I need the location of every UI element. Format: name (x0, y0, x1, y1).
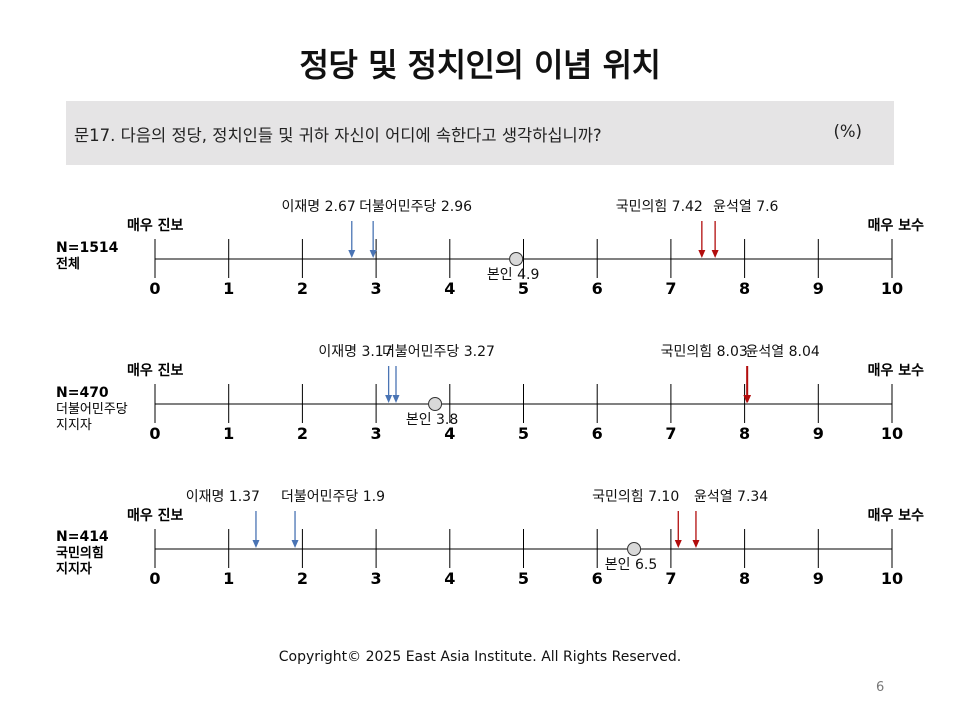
data-label: 더불어민주당 2.96 (359, 199, 472, 215)
copyright-footer: Copyright© 2025 East Asia Institute. All… (278, 649, 682, 665)
arrow-head (674, 540, 682, 548)
tick-label: 5 (518, 279, 529, 298)
left-end-label: 매우 진보 (127, 217, 184, 234)
data-label: 이재명 1.37 (186, 489, 260, 505)
tick-label: 9 (813, 279, 824, 298)
data-label: 이재명 3.17 (318, 344, 392, 360)
arrow-head (744, 395, 752, 403)
arrow-head (385, 395, 393, 403)
tick-label: 7 (665, 424, 676, 443)
tick-label: 9 (813, 424, 824, 443)
tick-label: 10 (881, 424, 903, 443)
arrow-head (369, 250, 377, 258)
tick-label: 10 (881, 569, 903, 588)
data-label: 본인 3.8 (406, 412, 458, 428)
group-label: 지지자 (56, 562, 92, 577)
left-end-label: 매우 진보 (127, 507, 184, 524)
self-marker (509, 252, 524, 266)
question-text: 문17. 다음의 정당, 정치인들 및 귀하 자신이 어디에 속한다고 생각하십… (74, 126, 602, 145)
data-label: 본인 6.5 (605, 557, 657, 573)
right-end-label: 매우 보수 (868, 508, 925, 524)
self-marker (428, 397, 443, 411)
arrow-head (348, 250, 356, 258)
arrow-head (698, 250, 706, 258)
page-number: 6 (876, 680, 885, 695)
group-label: N=470 (56, 385, 109, 401)
tick-label: 1 (223, 424, 234, 443)
tick-label: 8 (739, 424, 750, 443)
tick-label: 0 (149, 279, 160, 298)
right-end-label: 매우 보수 (868, 363, 925, 379)
arrow-head (291, 540, 299, 548)
group-label: N=414 (56, 529, 109, 545)
tick-label: 5 (518, 424, 529, 443)
arrow-head (252, 540, 260, 548)
tick-label: 2 (297, 424, 308, 443)
data-label: 윤석열 8.04 (746, 344, 820, 360)
group-label: 지지자 (56, 418, 92, 433)
tick-label: 3 (371, 279, 382, 298)
data-label: 윤석열 7.6 (713, 199, 778, 215)
tick-label: 7 (665, 279, 676, 298)
tick-label: 8 (739, 279, 750, 298)
page-title: 정당 및 정치인의 이념 위치 (299, 46, 661, 84)
group-label: N=1514 (56, 240, 119, 256)
tick-label: 5 (518, 569, 529, 588)
arrow-head (392, 395, 400, 403)
data-label: 국민의힘 7.42 (616, 199, 703, 215)
data-label: 윤석열 7.34 (694, 489, 768, 505)
group-label: 더불어민주당 (56, 402, 128, 417)
data-label: 국민의힘 8.03 (661, 344, 748, 360)
data-label: 이재명 2.67 (282, 199, 356, 215)
tick-label: 3 (371, 424, 382, 443)
data-label: 더불어민주당 3.27 (382, 344, 495, 360)
left-end-label: 매우 진보 (127, 362, 184, 379)
tick-label: 2 (297, 569, 308, 588)
tick-label: 4 (444, 279, 455, 298)
data-label: 더불어민주당 1.9 (281, 489, 385, 505)
question-box: 문17. 다음의 정당, 정치인들 및 귀하 자신이 어디에 속한다고 생각하십… (66, 101, 894, 165)
tick-label: 6 (592, 424, 603, 443)
tick-label: 10 (881, 279, 903, 298)
tick-label: 1 (223, 569, 234, 588)
tick-label: 2 (297, 279, 308, 298)
arrow-head (711, 250, 719, 258)
tick-label: 6 (592, 569, 603, 588)
tick-label: 0 (149, 424, 160, 443)
data-label: 본인 4.9 (487, 267, 539, 283)
tick-label: 4 (444, 424, 455, 443)
right-end-label: 매우 보수 (868, 218, 925, 234)
tick-label: 7 (665, 569, 676, 588)
tick-label: 8 (739, 569, 750, 588)
arrow-head (692, 540, 700, 548)
tick-label: 1 (223, 279, 234, 298)
group-label: 전체 (56, 256, 80, 272)
tick-label: 0 (149, 569, 160, 588)
tick-label: 4 (444, 569, 455, 588)
tick-label: 3 (371, 569, 382, 588)
self-marker (627, 542, 642, 556)
tick-label: 6 (592, 279, 603, 298)
tick-label: 9 (813, 569, 824, 588)
group-label: 국민의힘 (56, 545, 104, 561)
question-unit: (%) (833, 122, 862, 141)
data-label: 국민의힘 7.10 (592, 489, 679, 505)
